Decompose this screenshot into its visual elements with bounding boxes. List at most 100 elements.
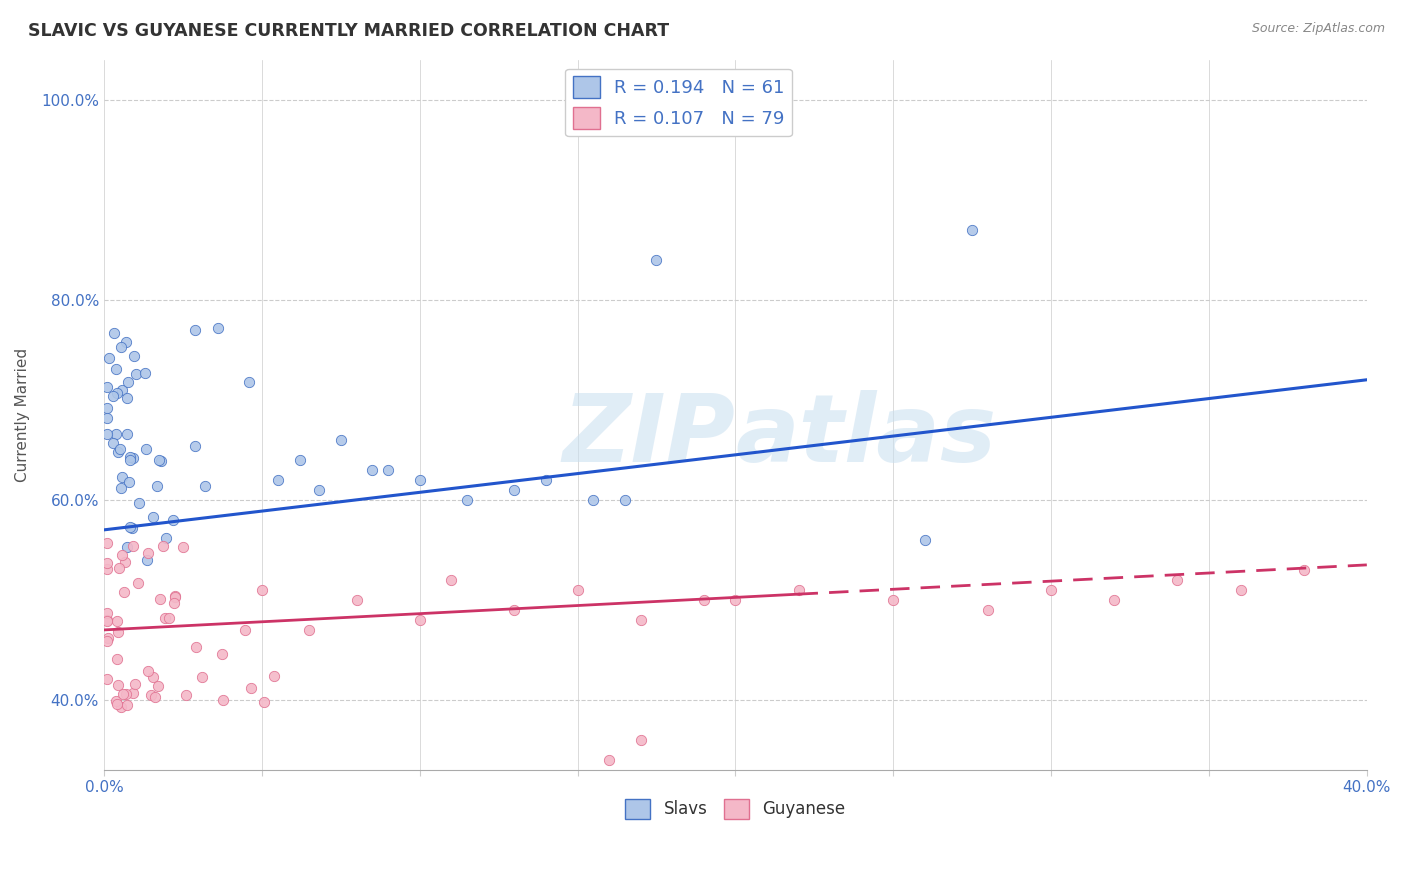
Point xyxy=(211,693,233,707)
Point xyxy=(107,651,129,665)
Point xyxy=(263,669,285,683)
Point xyxy=(163,591,186,605)
Point xyxy=(124,676,146,690)
Point xyxy=(150,453,173,467)
Point xyxy=(101,389,124,403)
Point xyxy=(157,611,180,625)
Point xyxy=(567,582,589,597)
Point xyxy=(194,479,217,493)
Point xyxy=(250,582,273,597)
Point xyxy=(503,483,526,497)
Text: ZIP: ZIP xyxy=(562,390,735,482)
Point xyxy=(787,582,810,597)
Text: SLAVIC VS GUYANESE CURRENTLY MARRIED CORRELATION CHART: SLAVIC VS GUYANESE CURRENTLY MARRIED COR… xyxy=(28,22,669,40)
Point xyxy=(120,453,142,467)
Point xyxy=(96,634,118,648)
Point xyxy=(96,606,118,620)
Point xyxy=(1166,573,1188,587)
Point xyxy=(117,475,139,489)
Point xyxy=(139,689,162,703)
Point xyxy=(122,349,145,363)
Point xyxy=(440,573,463,587)
Point xyxy=(110,340,132,354)
Point xyxy=(96,613,118,627)
Point xyxy=(105,614,128,628)
Point xyxy=(503,603,526,617)
Point xyxy=(105,385,128,400)
Point xyxy=(184,440,207,454)
Point xyxy=(882,593,904,607)
Point xyxy=(143,690,166,704)
Y-axis label: Currently Married: Currently Married xyxy=(15,348,30,482)
Point xyxy=(1292,563,1315,577)
Point xyxy=(105,697,128,711)
Point xyxy=(135,442,157,456)
Point xyxy=(96,380,118,394)
Point xyxy=(111,470,134,484)
Point xyxy=(165,590,187,604)
Point xyxy=(408,613,430,627)
Point xyxy=(346,593,368,607)
Point xyxy=(184,640,207,654)
Point xyxy=(111,687,134,701)
Point xyxy=(121,521,143,535)
Point xyxy=(724,593,747,607)
Point xyxy=(630,613,652,627)
Point xyxy=(693,593,716,607)
Point xyxy=(630,733,652,747)
Point xyxy=(155,531,177,545)
Point xyxy=(534,473,557,487)
Point xyxy=(582,492,605,507)
Point xyxy=(97,632,120,646)
Point xyxy=(128,496,150,510)
Point xyxy=(96,401,118,415)
Point xyxy=(240,681,263,696)
Point xyxy=(266,473,288,487)
Point xyxy=(111,549,134,563)
Point xyxy=(207,321,229,335)
Point xyxy=(645,252,668,267)
Point xyxy=(914,533,936,547)
Point xyxy=(115,540,138,554)
Point xyxy=(96,562,118,576)
Point xyxy=(233,623,256,637)
Point xyxy=(112,584,135,599)
Point xyxy=(96,427,118,442)
Point xyxy=(238,375,260,389)
Point xyxy=(96,556,118,570)
Point xyxy=(127,576,149,591)
Point xyxy=(598,753,620,767)
Point xyxy=(1229,582,1251,597)
Point xyxy=(162,513,184,527)
Point xyxy=(191,670,214,684)
Point xyxy=(142,509,165,524)
Point xyxy=(115,698,138,713)
Point xyxy=(107,678,129,692)
Text: atlas: atlas xyxy=(735,390,997,482)
Point xyxy=(96,672,118,686)
Point xyxy=(117,391,139,405)
Point xyxy=(142,670,165,684)
Point xyxy=(146,679,169,693)
Point xyxy=(125,367,148,381)
Point xyxy=(122,451,145,466)
Point xyxy=(960,223,983,237)
Point xyxy=(96,410,118,425)
Point xyxy=(111,383,134,397)
Point xyxy=(108,561,131,575)
Point xyxy=(977,603,1000,617)
Point xyxy=(107,624,129,639)
Point xyxy=(136,665,159,679)
Point xyxy=(98,351,121,365)
Point xyxy=(115,427,138,442)
Point xyxy=(172,541,194,555)
Point xyxy=(104,694,127,708)
Point xyxy=(149,592,172,607)
Point xyxy=(329,433,352,447)
Point xyxy=(308,483,330,497)
Point xyxy=(1102,593,1125,607)
Point xyxy=(110,481,132,495)
Legend: Slavs, Guyanese: Slavs, Guyanese xyxy=(619,792,852,826)
Point xyxy=(103,326,125,340)
Point xyxy=(114,335,136,350)
